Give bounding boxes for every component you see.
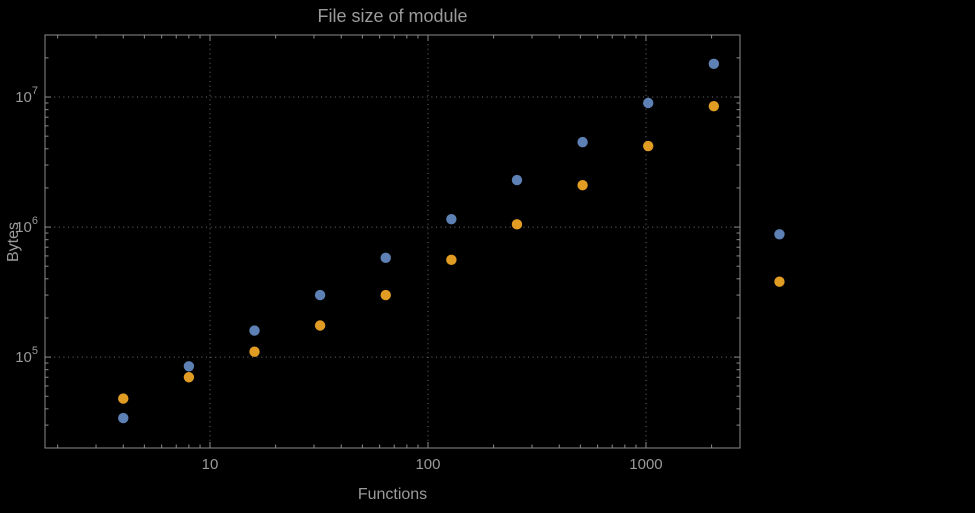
y-tick-label: 105 [15,345,38,366]
chart-title: File size of module [317,6,468,26]
data-point-series-2-orange [118,393,129,404]
data-point-series-2-orange [183,372,195,383]
data-point-series-2-orange [643,140,654,152]
data-point-series-2-orange [314,320,326,331]
data-point-series-1-blue [643,97,654,109]
y-axis-label: Bytes [5,222,22,263]
data-point-series-1-blue [314,289,326,301]
data-point-series-1-blue [183,361,195,372]
plot-frame [44,34,741,449]
x-tick-label: 100 [415,456,440,473]
data-point-series-1-blue [446,213,457,225]
data-point-series-2-orange [511,219,523,230]
data-point-series-2-orange [446,254,457,266]
x-tick-label: 1000 [629,456,662,473]
data-point-series-1-blue [511,174,523,186]
data-point-series-1-blue [774,229,785,240]
y-tick-label: 107 [15,85,38,106]
data-point-series-1-blue [249,325,260,336]
data-point-series-1-blue [577,136,588,148]
data-point-series-2-orange [708,101,720,112]
data-point-series-1-blue [708,58,720,70]
data-point-series-1-blue [380,252,391,264]
data-point-series-2-orange [380,289,391,301]
data-point-series-2-orange [577,179,588,191]
data-point-series-2-orange [249,346,260,357]
x-axis-label: Functions [357,486,428,503]
x-tick-label: 10 [202,456,219,473]
data-point-series-2-orange [774,276,785,287]
data-point-series-1-blue [118,412,129,424]
